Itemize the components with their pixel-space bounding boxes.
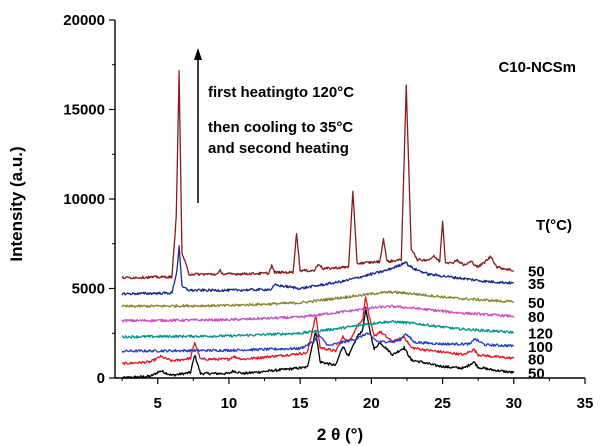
series-line-2	[121, 332, 514, 353]
x-tick-label: 35	[577, 395, 594, 412]
series-line-0	[121, 306, 515, 380]
annotation-line-2: then cooling to 35°C	[208, 119, 353, 136]
y-tick-label: 15000	[63, 102, 105, 119]
annotation-line-1: first heatingto 120°C	[208, 84, 354, 101]
series-label-7: 50	[528, 264, 545, 281]
annotation-line-3: and second heating	[208, 140, 349, 157]
x-tick-label: 20	[363, 395, 380, 412]
series-line-5	[121, 290, 515, 309]
y-tick-label: 5000	[72, 281, 105, 298]
x-axis-title: 2 θ (°)	[317, 425, 363, 444]
y-tick-label: 20000	[63, 12, 105, 29]
sample-label: C10-NCSm	[498, 59, 576, 76]
series-label-5: 50	[528, 295, 545, 312]
series-label-3: 120	[528, 325, 553, 342]
y-tick-label: 10000	[63, 191, 105, 208]
series-line-3	[121, 319, 515, 339]
x-tick-label: 30	[505, 395, 522, 412]
series-line-6	[121, 245, 515, 296]
series-label-1: 80	[528, 351, 545, 368]
series-label-4: 80	[528, 309, 545, 326]
x-tick-label: 5	[154, 395, 162, 412]
arrow-head	[194, 48, 202, 60]
series-layer	[121, 70, 515, 380]
series-line-7	[121, 70, 515, 280]
x-tick-label: 25	[434, 395, 451, 412]
axes-layer: 5 10 15 20 25 30 35 0 5000 10000 15000 20000	[63, 12, 593, 412]
x-tick-label: 10	[221, 395, 238, 412]
series-line-4	[121, 304, 515, 323]
arrow-annotation	[194, 48, 202, 203]
y-tick-label: 0	[97, 370, 105, 387]
series-label-2: 100	[528, 339, 553, 356]
y-axis-title: Intensity (a.u.)	[7, 146, 26, 261]
series-label-6: 35	[528, 276, 545, 293]
x-tick-label: 15	[292, 395, 309, 412]
temperature-header: T(°C)	[536, 217, 572, 234]
